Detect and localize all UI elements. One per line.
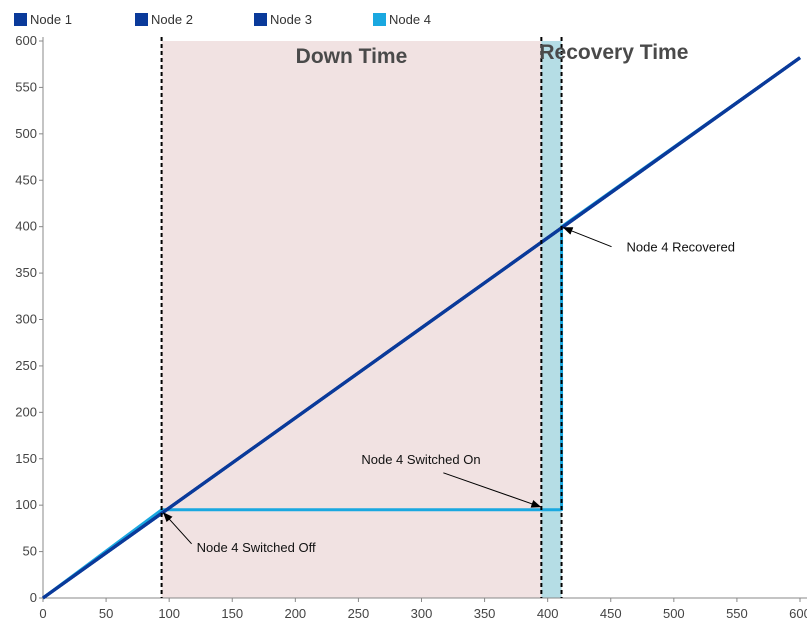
- legend-swatch: [135, 13, 148, 26]
- legend-item-node-4: Node 4: [373, 12, 431, 27]
- legend-item-node-2: Node 2: [135, 12, 193, 27]
- x-tick-label: 500: [663, 606, 685, 621]
- legend-swatch: [254, 13, 267, 26]
- legend-label: Node 4: [389, 12, 431, 27]
- x-tick-label: 550: [726, 606, 748, 621]
- y-tick-label: 150: [15, 451, 37, 466]
- legend-item-node-3: Node 3: [254, 12, 312, 27]
- region-recovery-time: [541, 41, 562, 598]
- series-line-node-3: [42, 56, 801, 600]
- x-tick-label: 50: [99, 606, 113, 621]
- y-tick-label: 50: [23, 544, 37, 559]
- annotation-arrow-switched-off: [162, 512, 192, 545]
- region-label-recovery-time: Recovery Time: [539, 41, 688, 64]
- legend-label: Node 2: [151, 12, 193, 27]
- legend-swatch: [373, 13, 386, 26]
- chart-legend: Node 1 Node 2 Node 3 Node 4: [0, 12, 807, 32]
- x-tick-label: 400: [537, 606, 559, 621]
- y-tick-label: 500: [15, 126, 37, 141]
- y-tick-label: 250: [15, 358, 37, 373]
- region-down-time: [161, 41, 542, 598]
- x-tick-label: 100: [158, 606, 180, 621]
- legend-item-node-1: Node 1: [14, 12, 72, 27]
- annotation-arrow-switched-on: [443, 472, 542, 508]
- x-tick-label: 150: [221, 606, 243, 621]
- x-tick-label: 300: [411, 606, 433, 621]
- annotation-recovered: Node 4 Recovered: [627, 240, 735, 255]
- y-tick-label: 450: [15, 172, 37, 187]
- y-tick-label: 350: [15, 265, 37, 280]
- x-tick-label: 250: [348, 606, 370, 621]
- y-tick-label: 400: [15, 219, 37, 234]
- x-tick-label: 0: [39, 606, 46, 621]
- x-tick-label: 600: [789, 606, 807, 621]
- y-tick-label: 0: [30, 590, 37, 605]
- x-tick-label: 450: [600, 606, 622, 621]
- y-tick-label: 600: [15, 33, 37, 48]
- y-tick-label: 300: [15, 312, 37, 327]
- annotation-switched-off: Node 4 Switched Off: [197, 540, 316, 555]
- legend-label: Node 3: [270, 12, 312, 27]
- legend-label: Node 1: [30, 12, 72, 27]
- annotation-arrow-recovered: [562, 227, 612, 248]
- y-tick-label: 200: [15, 404, 37, 419]
- x-tick-label: 200: [284, 606, 306, 621]
- legend-swatch: [14, 13, 27, 26]
- y-tick-label: 100: [15, 497, 37, 512]
- region-label-down-time: Down Time: [296, 45, 408, 68]
- annotation-switched-on: Node 4 Switched On: [361, 452, 480, 467]
- x-tick-label: 350: [474, 606, 496, 621]
- y-tick-label: 550: [15, 79, 37, 94]
